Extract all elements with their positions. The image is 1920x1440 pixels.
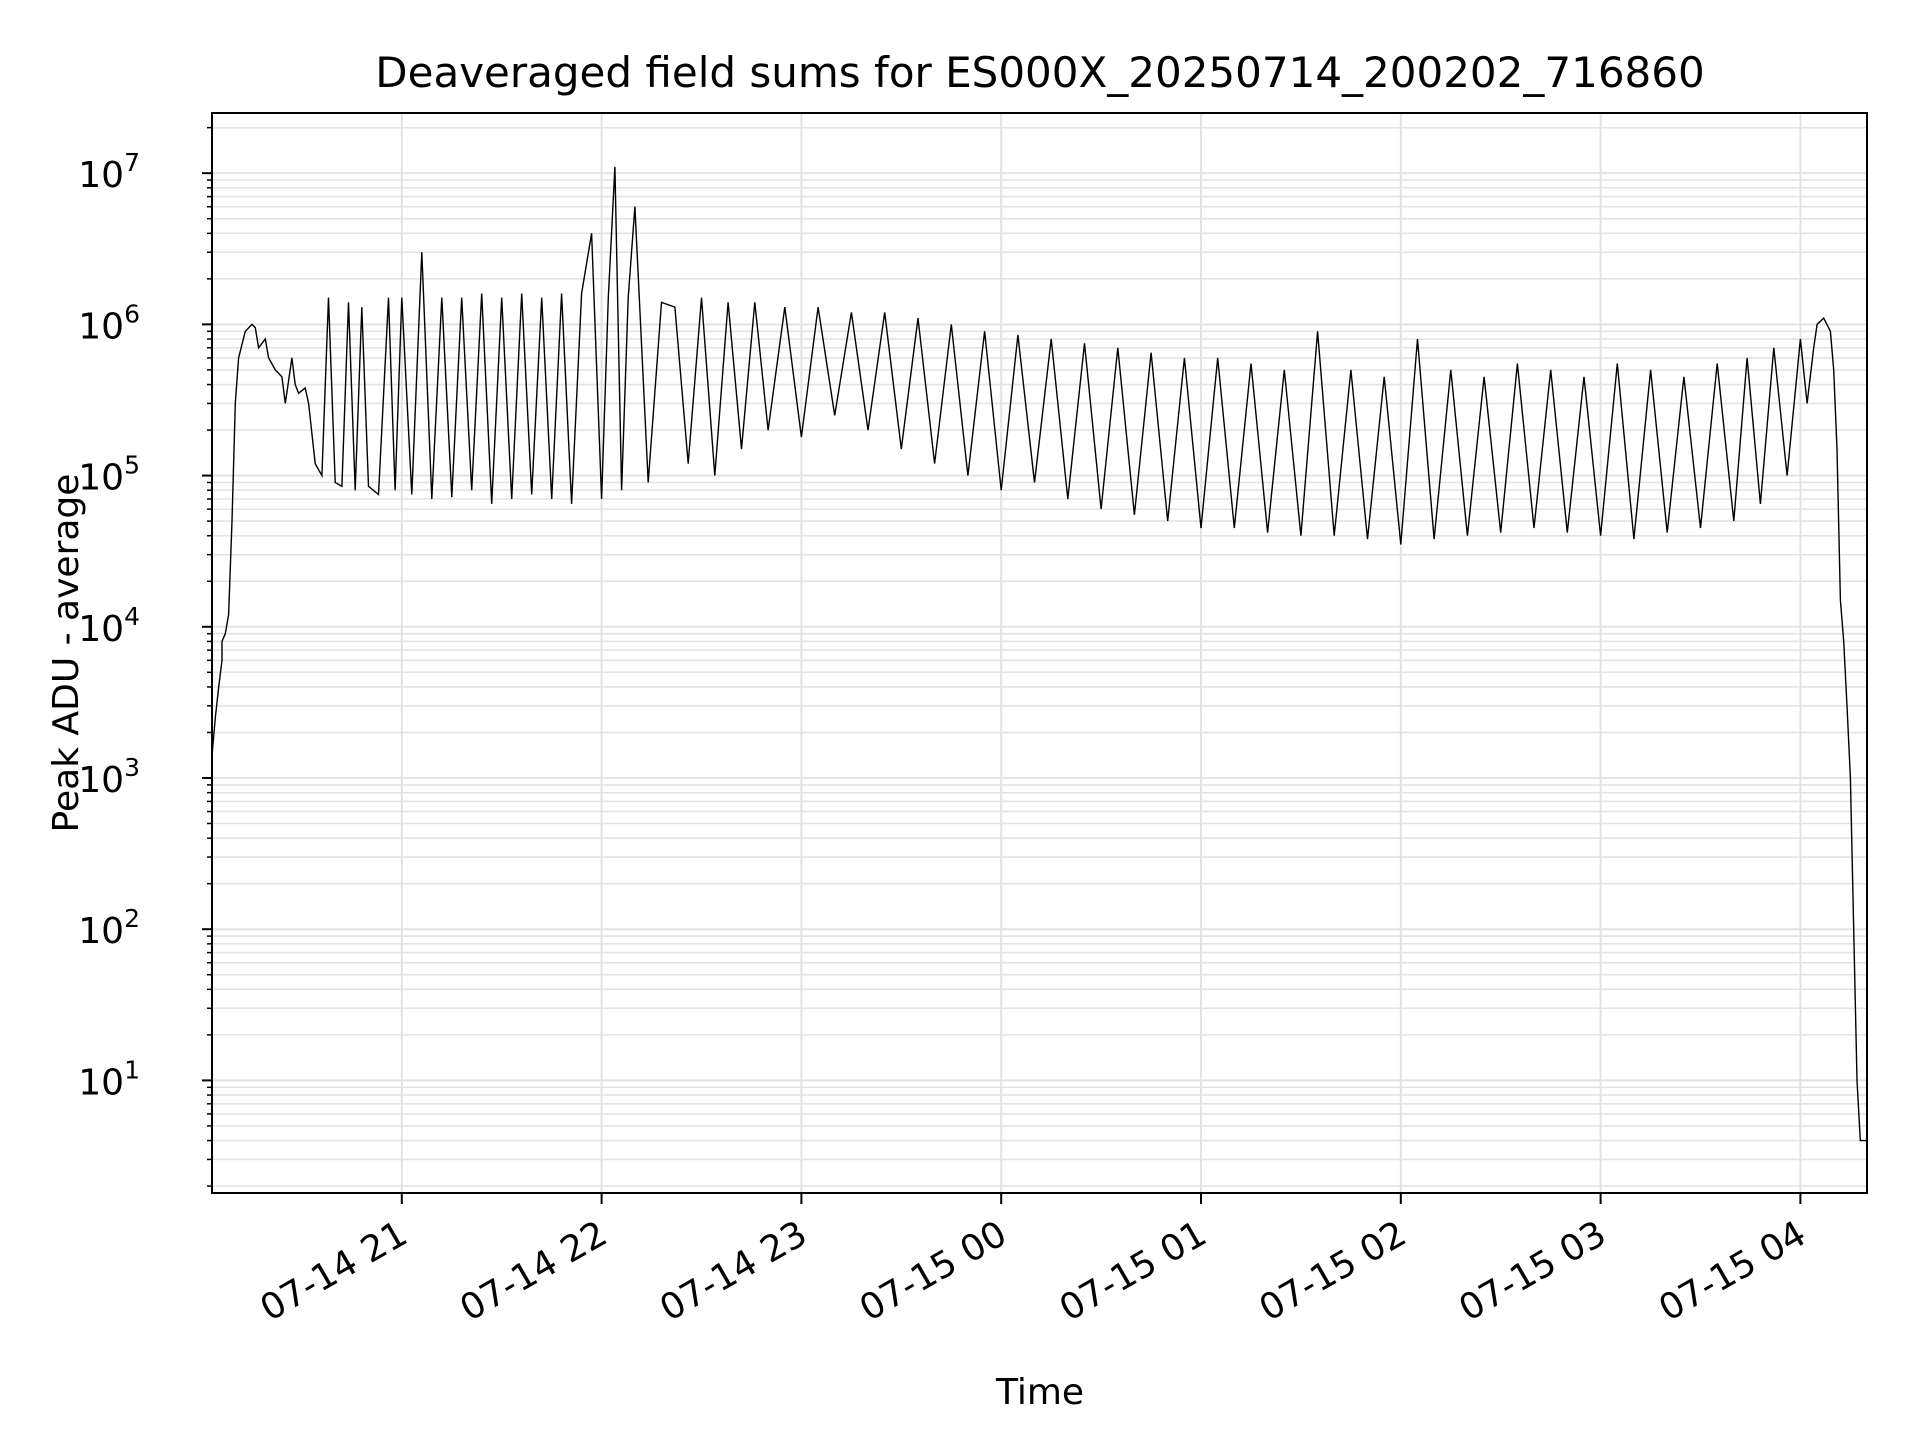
series-layer — [211, 166, 1867, 1142]
grid — [212, 113, 1867, 1193]
y-tick-label: 105 — [78, 451, 140, 499]
y-tick-label: 102 — [78, 904, 140, 952]
y-tick-label: 101 — [78, 1055, 140, 1103]
plot-frame — [211, 112, 1868, 1194]
series-line — [211, 166, 1867, 1142]
chart-title: Deaveraged field sums for ES000X_2025071… — [375, 48, 1704, 97]
y-axis: 101 102 103 104 105 106 107 — [78, 126, 212, 1187]
y-tick-label: 103 — [78, 753, 140, 801]
y-tick-label: 107 — [78, 148, 140, 196]
x-axis-label: Time — [995, 1372, 1084, 1413]
y-axis-label: Peak ADU - average — [46, 474, 87, 833]
y-tick-label: 104 — [78, 602, 140, 650]
y-tick-label: 106 — [78, 299, 140, 347]
